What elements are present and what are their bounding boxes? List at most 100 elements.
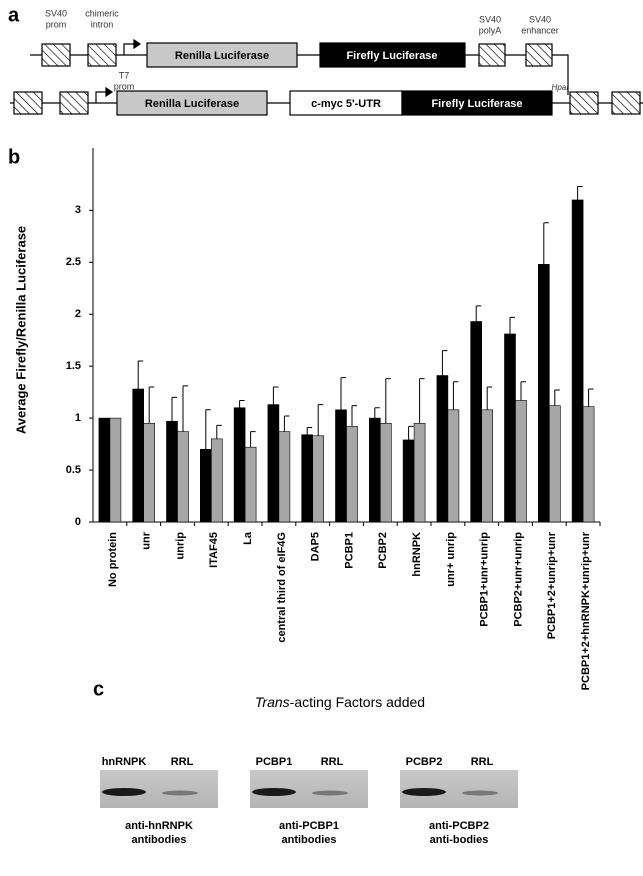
label: SV40	[479, 14, 501, 24]
lane-label: PCBP2	[406, 756, 443, 768]
error-bar	[386, 379, 391, 424]
error-bar	[318, 405, 323, 436]
x-tick-label: DAP5	[310, 532, 322, 561]
page: a SV40 prom chimeric intron T7 prom SV40…	[0, 0, 643, 876]
error-bar	[589, 389, 594, 407]
band-weak	[162, 791, 198, 796]
x-tick-label: La	[242, 531, 254, 545]
y-tick-label: 2.5	[66, 256, 81, 268]
lane-label: RRL	[471, 756, 494, 768]
error-bar	[284, 416, 289, 432]
x-tick-label: hnRNPK	[411, 532, 423, 577]
bar	[144, 423, 155, 522]
bar	[448, 410, 459, 522]
gene-label: Renilla Luciferase	[175, 50, 269, 62]
gene-label: Renilla Luciferase	[145, 98, 239, 110]
bar	[336, 410, 347, 522]
lane-label: RRL	[321, 756, 344, 768]
bar	[572, 200, 583, 522]
panel-label: a	[8, 4, 20, 26]
title-italic: Trans	[255, 694, 290, 710]
error-bar	[453, 382, 458, 410]
bar	[347, 426, 358, 522]
figure: a SV40 prom chimeric intron T7 prom SV40…	[0, 0, 643, 876]
bar	[414, 423, 425, 522]
x-tick-label: ITAF45	[208, 532, 220, 568]
band-strong	[252, 788, 296, 796]
y-tick-label: 3	[75, 204, 81, 216]
label: prom	[114, 81, 135, 91]
error-bar	[352, 406, 357, 427]
gene-label: Firefly Luciferase	[346, 50, 437, 62]
panel-label: c	[93, 678, 104, 700]
error-bar	[375, 408, 380, 418]
error-bar	[251, 432, 256, 448]
bar	[133, 389, 144, 522]
blot-caption: antibodies	[281, 834, 336, 846]
label: intron	[91, 19, 114, 29]
error-bar	[555, 390, 560, 406]
error-bar	[442, 351, 447, 376]
gene-label: c-myc 5'-UTR	[311, 98, 381, 110]
error-bar	[510, 317, 515, 334]
error-bar	[149, 387, 154, 423]
bar	[313, 436, 324, 522]
lane-label: PCBP1	[256, 756, 293, 768]
y-tick-label: 1	[75, 412, 81, 424]
error-bar	[521, 382, 526, 401]
x-tick-label: No protein	[107, 532, 119, 587]
bar	[516, 400, 527, 522]
blot-caption: anti-bodies	[430, 834, 489, 846]
bar	[268, 405, 279, 522]
error-bar	[487, 387, 492, 410]
x-tick-label: PCBP2	[377, 532, 389, 569]
label: enhancer	[521, 25, 559, 35]
label: polyA	[479, 25, 502, 35]
x-tick-label: unr+ unrip	[445, 532, 457, 587]
label: chimeric	[85, 8, 119, 18]
lane-label: RRL	[171, 756, 194, 768]
panel-label: b	[8, 146, 20, 168]
x-tick-label: PCBP1+2+unrip+unr	[546, 531, 558, 639]
error-bar	[183, 386, 188, 432]
error-bar	[544, 223, 549, 265]
error-bar	[476, 306, 481, 322]
bar	[437, 376, 448, 522]
band-strong	[102, 788, 146, 796]
x-tick-label: unr	[141, 531, 153, 549]
band-strong	[402, 788, 446, 796]
y-tick-label: 0.5	[66, 464, 81, 476]
label: T7	[119, 70, 130, 80]
blot-caption: anti-PCBP1	[279, 820, 339, 832]
band-weak	[312, 791, 348, 796]
error-bar	[409, 426, 414, 440]
error-bar	[273, 387, 278, 405]
bar	[234, 408, 245, 522]
bar	[302, 435, 313, 522]
y-tick-label: 0	[75, 516, 81, 528]
error-bar	[307, 427, 312, 434]
bar	[505, 334, 516, 522]
bar	[110, 418, 121, 522]
error-bar	[240, 400, 245, 407]
title-rest: -acting Factors added	[290, 694, 425, 710]
bar	[538, 264, 549, 522]
label: HpaI	[552, 83, 570, 92]
x-tick-label: PCBP2+unr+unrip	[512, 532, 524, 627]
bar	[380, 423, 391, 522]
error-bar	[341, 378, 346, 410]
x-tick-label: PCBP1+unr+unrip	[479, 532, 491, 627]
bar	[167, 421, 178, 522]
bar	[482, 410, 493, 522]
error-bar	[172, 397, 177, 421]
x-tick-label: PCBP1	[343, 532, 355, 569]
band-weak	[462, 791, 498, 796]
bar	[245, 447, 256, 522]
error-bar	[420, 379, 425, 424]
bar	[583, 407, 594, 522]
x-tick-label: PCBP1+2+hnRNPK+unrip+unr	[580, 531, 592, 690]
bar	[99, 418, 110, 522]
error-bar	[578, 186, 583, 200]
